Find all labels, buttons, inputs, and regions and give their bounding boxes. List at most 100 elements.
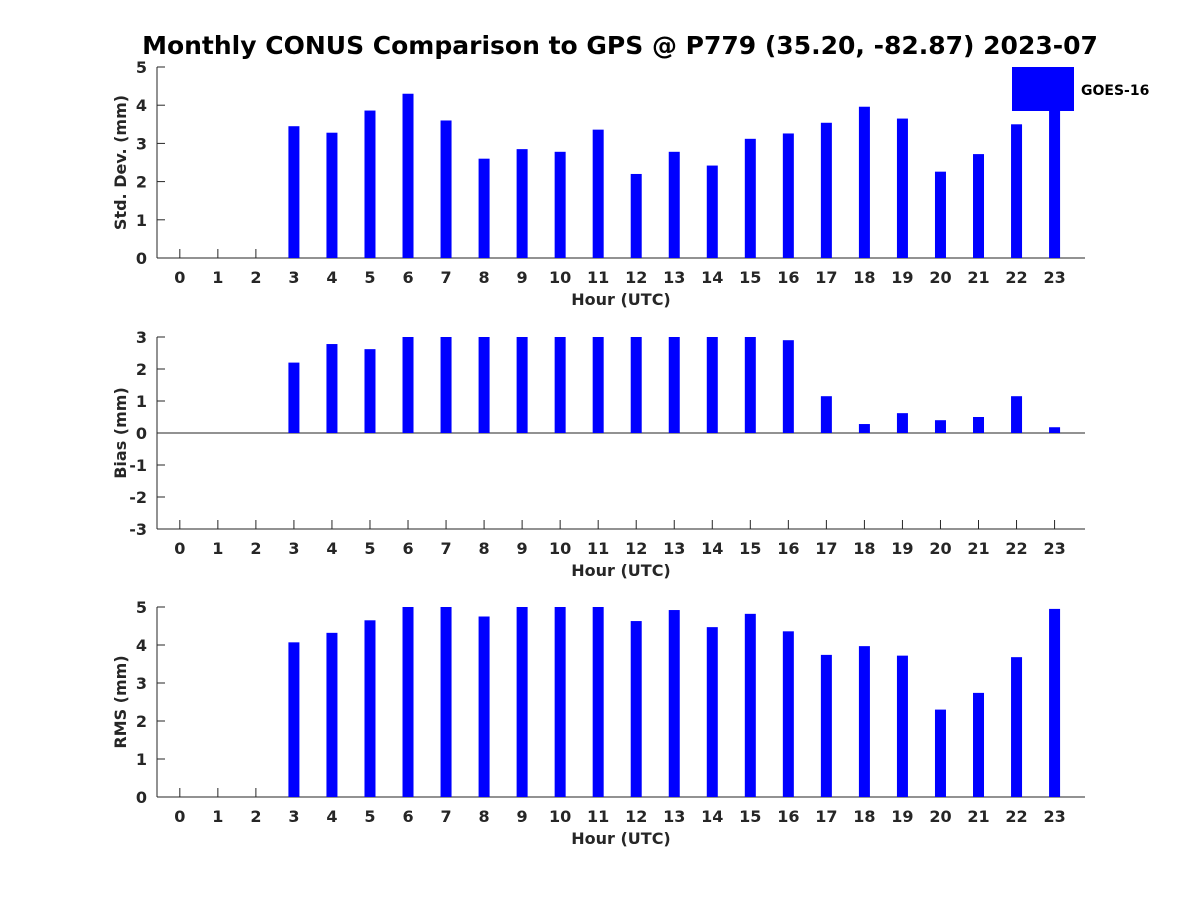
rms-x-tick-label: 14 bbox=[701, 807, 723, 826]
bias-x-tick-label: 20 bbox=[929, 539, 951, 558]
std-dev-x-axis-label: Hour (UTC) bbox=[571, 290, 671, 309]
rms-y-tick-label: 0 bbox=[136, 788, 147, 807]
std-dev-x-tick-label: 12 bbox=[625, 268, 647, 287]
bias-bar bbox=[478, 337, 490, 433]
std-dev-x-tick-label: 17 bbox=[815, 268, 837, 287]
std-dev-y-tick-label: 5 bbox=[136, 58, 147, 77]
std-dev-x-tick-label: 20 bbox=[929, 268, 951, 287]
rms-bar bbox=[744, 613, 756, 797]
bias-x-tick-label: 6 bbox=[402, 539, 413, 558]
rms-x-tick-label: 20 bbox=[929, 807, 951, 826]
bias-bar bbox=[782, 340, 794, 433]
std-dev-bar bbox=[973, 154, 985, 258]
rms-bar bbox=[288, 642, 300, 797]
bias-x-tick-label: 8 bbox=[479, 539, 490, 558]
rms-bar bbox=[973, 692, 985, 797]
std-dev-x-tick-label: 16 bbox=[777, 268, 799, 287]
rms-bar bbox=[554, 607, 566, 797]
std-dev-x-tick-label: 13 bbox=[663, 268, 685, 287]
std-dev-bar bbox=[440, 120, 452, 258]
bias-bar bbox=[592, 337, 604, 433]
rms-bar bbox=[592, 607, 604, 797]
std-dev-bar bbox=[592, 129, 604, 258]
bias-y-tick-label: 0 bbox=[136, 424, 147, 443]
std-dev-bar bbox=[364, 110, 376, 258]
rms-x-tick-label: 21 bbox=[967, 807, 989, 826]
bias-bar bbox=[630, 337, 642, 433]
rms-x-tick-label: 15 bbox=[739, 807, 761, 826]
std-dev-bar bbox=[478, 158, 490, 258]
rms-x-tick-label: 1 bbox=[212, 807, 223, 826]
bias-x-tick-label: 22 bbox=[1005, 539, 1027, 558]
std-dev-x-tick-label: 2 bbox=[250, 268, 261, 287]
bias-x-tick-label: 0 bbox=[174, 539, 185, 558]
bias-bar bbox=[706, 337, 718, 433]
bias-x-tick-label: 13 bbox=[663, 539, 685, 558]
std-dev-bar bbox=[516, 149, 528, 258]
rms-x-tick-label: 3 bbox=[288, 807, 299, 826]
std-dev-x-tick-label: 14 bbox=[701, 268, 723, 287]
bias-bar bbox=[1049, 427, 1061, 433]
rms-bar bbox=[326, 632, 338, 797]
std-dev-x-tick-label: 3 bbox=[288, 268, 299, 287]
std-dev-y-tick-label: 0 bbox=[136, 249, 147, 268]
std-dev-x-tick-label: 0 bbox=[174, 268, 185, 287]
bias-bar bbox=[668, 337, 680, 433]
bias-bar bbox=[440, 337, 452, 433]
std-dev-x-tick-label: 6 bbox=[402, 268, 413, 287]
rms-x-tick-label: 11 bbox=[587, 807, 609, 826]
bias-y-tick-label: 3 bbox=[136, 328, 147, 347]
std-dev-bar bbox=[744, 138, 756, 258]
rms-bar bbox=[516, 607, 528, 797]
std-dev-bar bbox=[706, 165, 718, 258]
rms-x-tick-label: 2 bbox=[250, 807, 261, 826]
bias-x-tick-label: 12 bbox=[625, 539, 647, 558]
std-dev-bar bbox=[630, 173, 642, 258]
std-dev-bar bbox=[820, 122, 832, 258]
bias-y-tick-label: 2 bbox=[136, 360, 147, 379]
bias-bar bbox=[554, 337, 566, 433]
std-dev-x-tick-label: 9 bbox=[517, 268, 528, 287]
rms-bar bbox=[440, 607, 452, 797]
bias-x-tick-label: 1 bbox=[212, 539, 223, 558]
std-dev-x-tick-label: 21 bbox=[967, 268, 989, 287]
legend-label: GOES-16 bbox=[1081, 83, 1149, 99]
std-dev-x-tick-label: 15 bbox=[739, 268, 761, 287]
std-dev-bar bbox=[1049, 67, 1061, 258]
rms-bar bbox=[934, 709, 946, 797]
rms-y-tick-label: 3 bbox=[136, 674, 147, 693]
std-dev-x-tick-label: 19 bbox=[891, 268, 913, 287]
bias-x-tick-label: 21 bbox=[967, 539, 989, 558]
std-dev-x-tick-label: 23 bbox=[1043, 268, 1065, 287]
rms-bar bbox=[858, 646, 870, 797]
bias-x-tick-label: 7 bbox=[440, 539, 451, 558]
legend-swatch bbox=[1012, 67, 1074, 111]
rms-x-tick-label: 23 bbox=[1043, 807, 1065, 826]
rms-y-tick-label: 5 bbox=[136, 598, 147, 617]
rms-x-tick-label: 19 bbox=[891, 807, 913, 826]
rms-x-tick-label: 8 bbox=[479, 807, 490, 826]
rms-bar bbox=[364, 620, 376, 797]
std-dev-bar bbox=[1011, 124, 1023, 258]
rms-bar bbox=[630, 621, 642, 797]
rms-bar bbox=[1049, 608, 1061, 797]
bias-y-axis-label: Bias (mm) bbox=[111, 387, 130, 479]
std-dev-y-tick-label: 3 bbox=[136, 134, 147, 153]
rms-x-tick-label: 22 bbox=[1005, 807, 1027, 826]
bias-x-tick-label: 17 bbox=[815, 539, 837, 558]
bias-bar bbox=[326, 344, 338, 433]
rms-bar bbox=[782, 631, 794, 797]
bias-x-tick-label: 23 bbox=[1043, 539, 1065, 558]
std-dev-y-axis-label: Std. Dev. (mm) bbox=[111, 95, 130, 230]
bias-bar bbox=[1011, 396, 1023, 433]
rms-bar bbox=[706, 627, 718, 797]
bias-y-tick-label: -3 bbox=[129, 520, 147, 539]
std-dev-x-tick-label: 8 bbox=[479, 268, 490, 287]
std-dev-y-tick-label: 1 bbox=[136, 211, 147, 230]
rms-x-tick-label: 10 bbox=[549, 807, 571, 826]
bias-x-tick-label: 11 bbox=[587, 539, 609, 558]
bias-bar bbox=[820, 396, 832, 433]
